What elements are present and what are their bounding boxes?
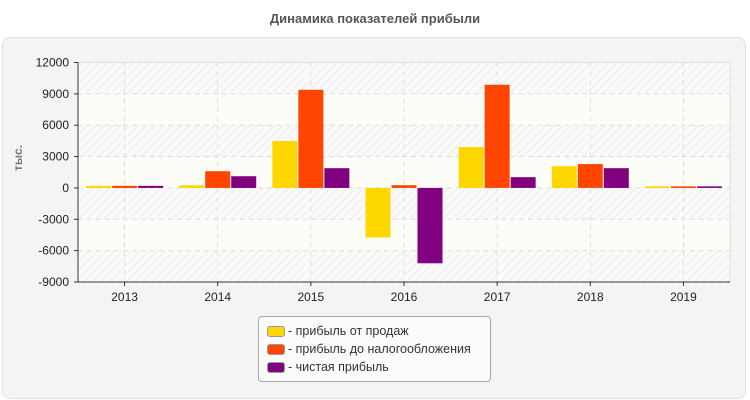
bar-2015-3 — [324, 168, 350, 188]
x-tick-label: 2018 — [577, 290, 604, 304]
legend-label: - чистая прибыль — [288, 360, 389, 374]
y-tick-label: -6000 — [38, 244, 69, 258]
legend-item[interactable]: - прибыль до налогообложения — [267, 340, 490, 358]
plot-band — [78, 62, 730, 94]
bar-2018-3 — [603, 168, 629, 188]
bar-2019-1 — [644, 186, 670, 188]
x-tick-label: 2016 — [391, 290, 418, 304]
bar-2016-2 — [391, 185, 417, 188]
bar-2013-1 — [86, 185, 112, 188]
bar-2019-3 — [696, 186, 722, 188]
bar-2013-3 — [138, 185, 164, 188]
legend-swatch — [267, 325, 285, 337]
legend-label: - прибыль до налогообложения — [288, 342, 471, 356]
x-tick-label: 2015 — [298, 290, 325, 304]
legend: - прибыль от продаж - прибыль до налогоо… — [258, 316, 491, 382]
bar-2015-2 — [298, 89, 324, 188]
legend-label: - прибыль от продаж — [288, 324, 409, 338]
bar-2014-2 — [205, 171, 231, 188]
y-tick-label: 12000 — [36, 56, 70, 70]
y-tick-label: 6000 — [42, 118, 69, 132]
x-tick-label: 2013 — [111, 290, 138, 304]
y-tick-label: -9000 — [38, 275, 69, 289]
bar-2017-1 — [458, 147, 484, 188]
x-tick-label: 2019 — [670, 290, 697, 304]
legend-swatch — [267, 361, 285, 373]
legend-item[interactable]: - прибыль от продаж — [267, 322, 490, 340]
bar-2018-1 — [551, 166, 577, 188]
bar-2017-2 — [484, 84, 510, 188]
y-tick-label: -3000 — [38, 212, 69, 226]
bar-2019-2 — [670, 186, 696, 188]
legend-item[interactable]: - чистая прибыль — [267, 358, 490, 376]
bar-2017-3 — [510, 177, 536, 188]
y-axis-label: тыс. — [11, 145, 25, 171]
bar-2013-2 — [112, 185, 138, 188]
bar-2015-1 — [272, 140, 298, 188]
y-tick-label: 0 — [62, 181, 69, 195]
y-tick-label: 3000 — [42, 150, 69, 164]
legend-swatch — [267, 343, 285, 355]
x-tick-label: 2017 — [484, 290, 511, 304]
chart-title: Динамика показателей прибыли — [269, 11, 481, 26]
bar-2014-1 — [179, 185, 205, 188]
bar-2016-1 — [365, 187, 391, 238]
y-tick-label: 9000 — [42, 87, 69, 101]
bar-2014-3 — [231, 176, 257, 188]
bar-2016-3 — [417, 187, 443, 264]
bar-2018-2 — [577, 164, 603, 188]
x-tick-label: 2014 — [204, 290, 231, 304]
